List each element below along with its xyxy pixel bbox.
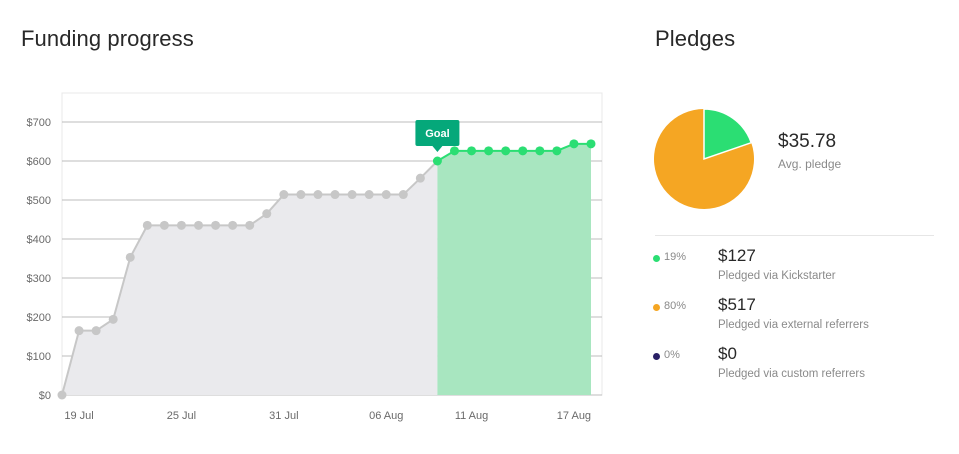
avg-pledge-label: Avg. pledge (778, 157, 842, 171)
data-point (142, 220, 152, 230)
post-goal-line (436, 142, 591, 162)
goal-label: Goal (425, 128, 449, 140)
post-goal-area (437, 143, 591, 395)
data-point (91, 326, 101, 336)
funding-progress-chart: $0 $100 $200 $300 $400 $500 $600 $700 19 Jul 25 J… (27, 92, 603, 422)
custom-referrers-dot-icon (653, 353, 660, 360)
data-point (501, 146, 511, 156)
pledge-source-label: Pledged via Kickstarter (718, 270, 836, 282)
data-point (552, 146, 562, 156)
data-point (535, 146, 545, 156)
pledge-source-label: Pledged via external referrers (718, 319, 869, 331)
funding-progress-title: Funding progress (21, 26, 194, 51)
pledges-title: Pledges (655, 26, 736, 51)
goal-badge (415, 120, 460, 146)
data-point (262, 209, 272, 219)
data-point (313, 190, 323, 200)
x-tick-label: 31 Jul (269, 410, 298, 422)
data-point (296, 190, 306, 200)
kickstarter-dot-icon (653, 255, 660, 262)
external-referrers-dot-icon (653, 304, 660, 311)
data-point (586, 139, 596, 149)
y-tick-label: $600 (27, 156, 51, 168)
data-point (364, 190, 374, 200)
data-point (398, 190, 408, 200)
data-point (415, 173, 425, 183)
y-tick-label: $100 (27, 351, 51, 363)
data-point (432, 156, 442, 166)
pledge-row-custom-referrers: 0% $0 Pledged via custom referrers (653, 344, 943, 388)
data-point (381, 190, 391, 200)
data-point (228, 220, 238, 230)
pledge-amount: $517 (718, 295, 756, 314)
x-tick-label: 17 Aug (557, 410, 591, 422)
pie-slice-kickstarter (703, 108, 753, 161)
data-point (330, 190, 340, 200)
pre-goal-area (62, 161, 438, 395)
avg-pledge-value: $35.78 (778, 131, 837, 152)
data-point (484, 146, 494, 156)
pledges-divider (655, 235, 934, 236)
data-point (194, 220, 204, 230)
data-point (279, 190, 289, 200)
pledge-amount: $127 (718, 246, 756, 265)
y-tick-label: $200 (27, 312, 51, 324)
data-point (159, 220, 169, 230)
data-point (467, 146, 477, 156)
y-tick-label: $700 (27, 117, 51, 129)
y-tick-label: $0 (39, 390, 51, 402)
x-tick-label: 25 Jul (167, 410, 196, 422)
x-tick-label: 19 Jul (64, 410, 93, 422)
data-point (108, 314, 118, 324)
data-point (74, 326, 84, 336)
y-tick-label: $300 (27, 273, 51, 285)
data-point (176, 220, 186, 230)
pledge-percent: 0% (664, 349, 680, 361)
x-tick-label: 06 Aug (369, 410, 403, 422)
pledge-row-external-referrers: 80% $517 Pledged via external referrers (653, 295, 943, 339)
y-tick-label: $400 (27, 234, 51, 246)
goal-badge-pointer (432, 146, 443, 152)
pledge-percent: 80% (664, 300, 687, 312)
pledge-amount: $0 (718, 344, 737, 363)
data-point (569, 139, 579, 149)
pledge-row-kickstarter: 19% $127 Pledged via Kickstarter (653, 246, 943, 290)
data-point (449, 146, 459, 156)
x-tick-label: 11 Aug (455, 410, 488, 422)
data-point (125, 252, 135, 262)
y-tick-label: $500 (27, 195, 51, 207)
pledge-source-label: Pledged via custom referrers (718, 368, 866, 380)
data-point (245, 220, 255, 230)
data-point (347, 190, 357, 200)
data-point (57, 390, 67, 400)
pledges-pie-chart (654, 108, 754, 209)
data-point (211, 220, 221, 230)
data-point (518, 146, 528, 156)
pledge-percent: 19% (664, 251, 687, 263)
